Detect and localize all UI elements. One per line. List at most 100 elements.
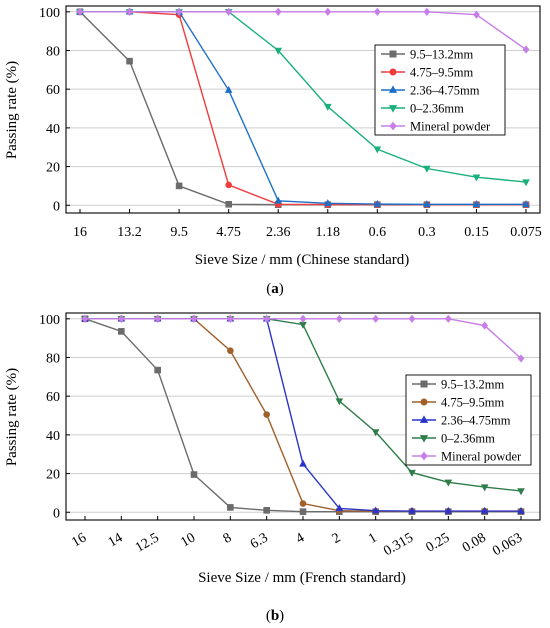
data-point <box>118 328 125 335</box>
legend-label: 4.75–9.5mm <box>410 66 473 80</box>
data-point <box>225 200 232 208</box>
data-point <box>299 508 307 515</box>
y-tick-label: 100 <box>39 6 60 21</box>
data-point <box>373 146 382 154</box>
plot-frame <box>65 5 541 214</box>
x-tick-label: 1.18 <box>316 225 341 240</box>
data-point <box>480 484 489 492</box>
data-point <box>473 10 480 19</box>
data-point <box>480 506 489 514</box>
y-tick-label: 80 <box>46 44 60 59</box>
data-point <box>175 7 183 16</box>
data-point <box>335 398 344 406</box>
data-point <box>190 314 198 323</box>
y-tick-label: 20 <box>46 468 60 483</box>
data-point <box>408 314 416 323</box>
data-point <box>175 182 183 190</box>
series-line <box>80 11 527 51</box>
data-point <box>423 7 431 16</box>
legend-swatch-marker <box>420 398 428 406</box>
data-point <box>81 314 89 323</box>
x-axis-title: Sieve Size / mm (Chinese standard) <box>195 252 410 268</box>
x-axis-title: Sieve Size / mm (French standard) <box>198 570 406 586</box>
data-point <box>299 321 307 329</box>
x-tick-label: 0.315 <box>381 530 416 559</box>
x-tick-label: 14 <box>106 530 126 550</box>
x-tick-label: 0.3 <box>418 225 436 240</box>
data-point <box>472 200 481 207</box>
legend-label: 2.36–4.75mm <box>441 414 511 428</box>
data-point <box>481 321 489 330</box>
data-point <box>444 506 453 514</box>
data-point <box>372 314 380 323</box>
data-point <box>408 469 416 477</box>
data-point <box>76 7 84 16</box>
y-tick-label: 40 <box>46 429 60 444</box>
legend-label: 0–2.36mm <box>441 432 495 446</box>
legend-swatch-marker <box>389 121 397 131</box>
y-tick-label: 20 <box>46 161 60 176</box>
legend: 9.5–13.2mm 4.75–9.5mm 2.36–4.75mm 0–2.36mm M… <box>405 374 532 466</box>
legend-label: 4.75–9.5mm <box>441 396 504 410</box>
data-point <box>371 429 380 437</box>
data-point <box>154 314 162 323</box>
legend-label: Mineral powder <box>441 450 522 464</box>
x-tick-label: 2.36 <box>266 225 291 240</box>
legend-swatch-marker <box>388 85 398 93</box>
legend-swatch-marker <box>420 451 428 461</box>
y-tick-label: 80 <box>46 351 60 366</box>
legend-swatch-marker <box>419 415 429 423</box>
data-point <box>274 7 282 16</box>
data-point <box>371 506 380 514</box>
x-tick-label: 6.3 <box>248 530 271 552</box>
data-point <box>299 500 307 507</box>
x-tick-label: 0.6 <box>369 225 387 240</box>
y-axis-title: Passing rate (%) <box>4 368 20 466</box>
x-tick-label: 4.75 <box>216 225 241 240</box>
y-tick-label: 40 <box>46 122 60 137</box>
data-point <box>517 354 525 363</box>
data-point <box>324 7 332 16</box>
legend-swatch-marker <box>389 50 397 58</box>
data-point <box>225 181 232 189</box>
y-tick-label: 0 <box>53 199 60 214</box>
legend-label: Mineral powder <box>410 120 491 134</box>
data-point <box>299 459 307 467</box>
y-axis-title: Passing rate (%) <box>4 61 20 159</box>
x-tick-label: 0.075 <box>510 225 542 240</box>
x-tick-label: 8 <box>221 530 235 546</box>
legend-swatch-marker <box>419 435 429 443</box>
data-point <box>117 314 125 323</box>
legend-swatch-marker <box>420 380 428 388</box>
data-point <box>263 411 270 418</box>
y-tick-label: 60 <box>46 83 60 98</box>
data-point <box>323 103 332 111</box>
data-point <box>227 504 234 511</box>
x-tick-label: 16 <box>73 225 87 240</box>
data-point <box>522 200 530 207</box>
data-point <box>444 479 453 487</box>
x-tick-label: 10 <box>178 530 198 550</box>
data-point <box>126 57 133 65</box>
panel-label: (b) <box>266 608 284 624</box>
x-tick-label: 0.08 <box>460 530 489 555</box>
legend-label: 2.36–4.75mm <box>410 84 480 98</box>
data-point <box>226 314 234 323</box>
data-point <box>444 314 452 323</box>
data-point <box>225 7 233 16</box>
data-point <box>517 506 525 514</box>
data-point <box>274 47 283 55</box>
data-point <box>224 85 233 93</box>
y-tick-label: 100 <box>39 313 60 328</box>
chart-panel-a: 0 20 40 60 80 100 16 13.2 9.5 4.75 2.36 1.18 0.6 0.3 0… <box>4 5 542 297</box>
data-point <box>373 7 381 16</box>
chart-panel-b: 0 20 40 60 80 100 16 14 12.5 10 8 6.3 4 2 1 0.315 0.25 0.… <box>4 312 541 624</box>
data-point <box>423 165 431 173</box>
data-point <box>263 507 270 514</box>
x-tick-label: 16 <box>69 530 89 550</box>
data-point <box>299 314 307 323</box>
data-point <box>472 174 481 182</box>
legend-swatch-marker <box>388 105 398 113</box>
data-point <box>126 7 133 16</box>
